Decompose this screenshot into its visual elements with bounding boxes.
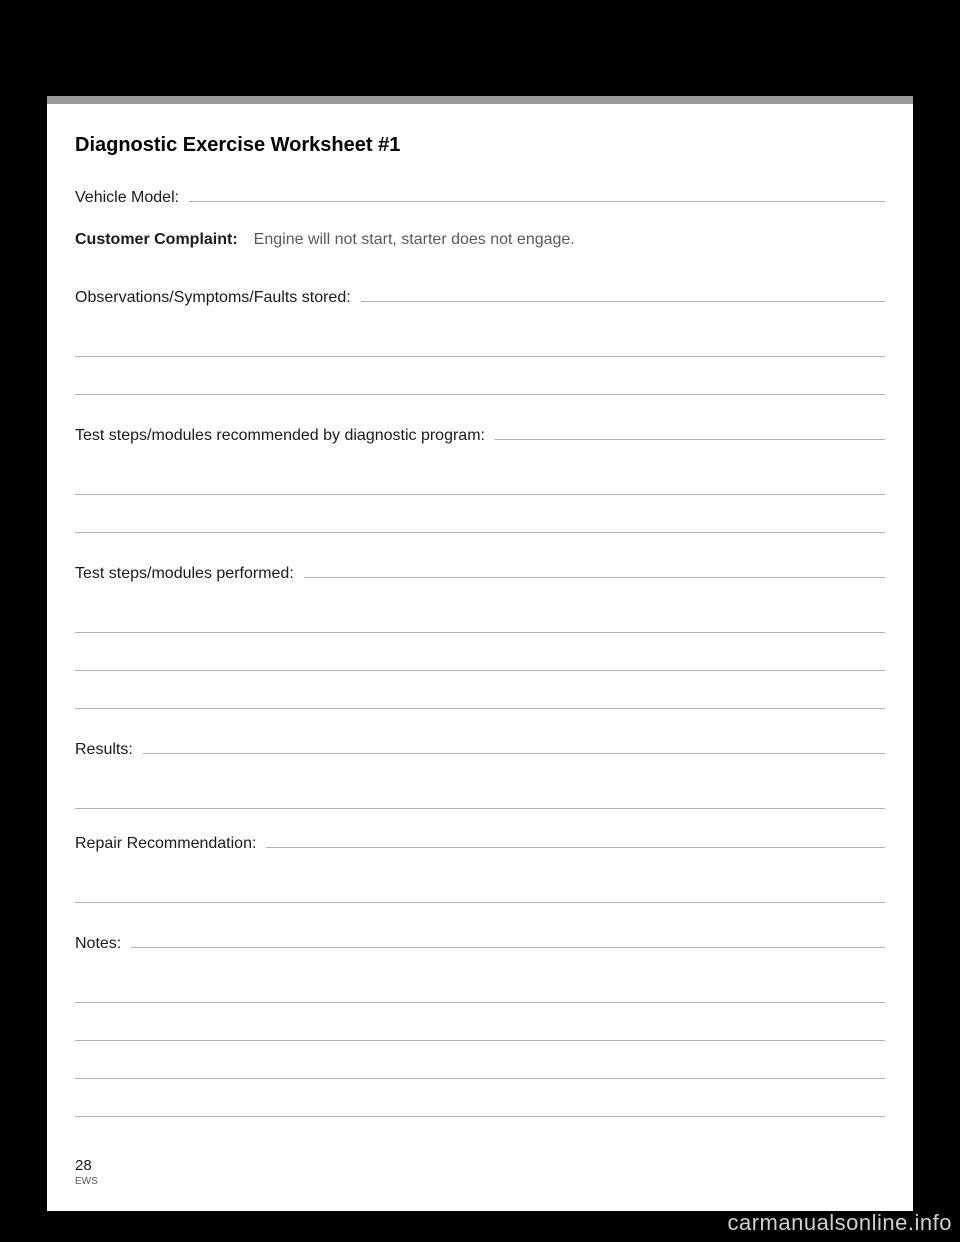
customer-complaint-row: Customer Complaint: Engine will not star… [75,231,885,249]
customer-complaint-text: Engine will not start, starter does not … [254,231,575,249]
blank-line [75,319,885,357]
blank-line [75,1003,885,1041]
page-number: 28 [75,1157,98,1174]
blank-line [75,595,885,633]
blank-line [75,965,885,1003]
doc-code: EWS [75,1176,98,1187]
spacer [75,395,885,427]
spacer [75,709,885,741]
blank-line [75,1079,885,1117]
vehicle-model-row: Vehicle Model: [75,189,885,207]
vehicle-model-label: Vehicle Model: [75,189,179,207]
page-footer: 28 EWS [75,1157,98,1187]
blank-line [75,357,885,395]
notes-label: Notes: [75,935,121,953]
spacer [75,809,885,835]
blank-line [75,457,885,495]
observations-line [361,301,885,302]
test-performed-row: Test steps/modules performed: [75,565,885,583]
test-recommended-line [495,439,885,440]
worksheet-content: Diagnostic Exercise Worksheet #1 Vehicle… [47,104,913,1211]
blank-line [75,1041,885,1079]
observations-row: Observations/Symptoms/Faults stored: [75,289,885,307]
header-bar [47,31,913,80]
results-line [143,753,885,754]
vehicle-model-line [189,201,885,202]
spacer [75,533,885,565]
repair-row: Repair Recommendation: [75,835,885,853]
repair-label: Repair Recommendation: [75,835,256,853]
observations-label: Observations/Symptoms/Faults stored: [75,289,351,307]
spacer [75,903,885,935]
results-label: Results: [75,741,133,759]
results-row: Results: [75,741,885,759]
blank-line [75,671,885,709]
test-recommended-row: Test steps/modules recommended by diagno… [75,427,885,445]
worksheet-title: Diagnostic Exercise Worksheet #1 [75,134,885,157]
header-divider [47,96,913,104]
customer-complaint-label: Customer Complaint: [75,231,238,249]
blank-line [75,771,885,809]
notes-row: Notes: [75,935,885,953]
watermark: carmanualsonline.info [727,1210,952,1236]
blank-line [75,865,885,903]
repair-line [266,847,885,848]
test-performed-label: Test steps/modules performed: [75,565,294,583]
test-recommended-label: Test steps/modules recommended by diagno… [75,427,485,445]
test-performed-line [304,577,885,578]
blank-line [75,633,885,671]
blank-line [75,495,885,533]
notes-line [131,947,885,948]
page-container: Diagnostic Exercise Worksheet #1 Vehicle… [47,31,913,1211]
